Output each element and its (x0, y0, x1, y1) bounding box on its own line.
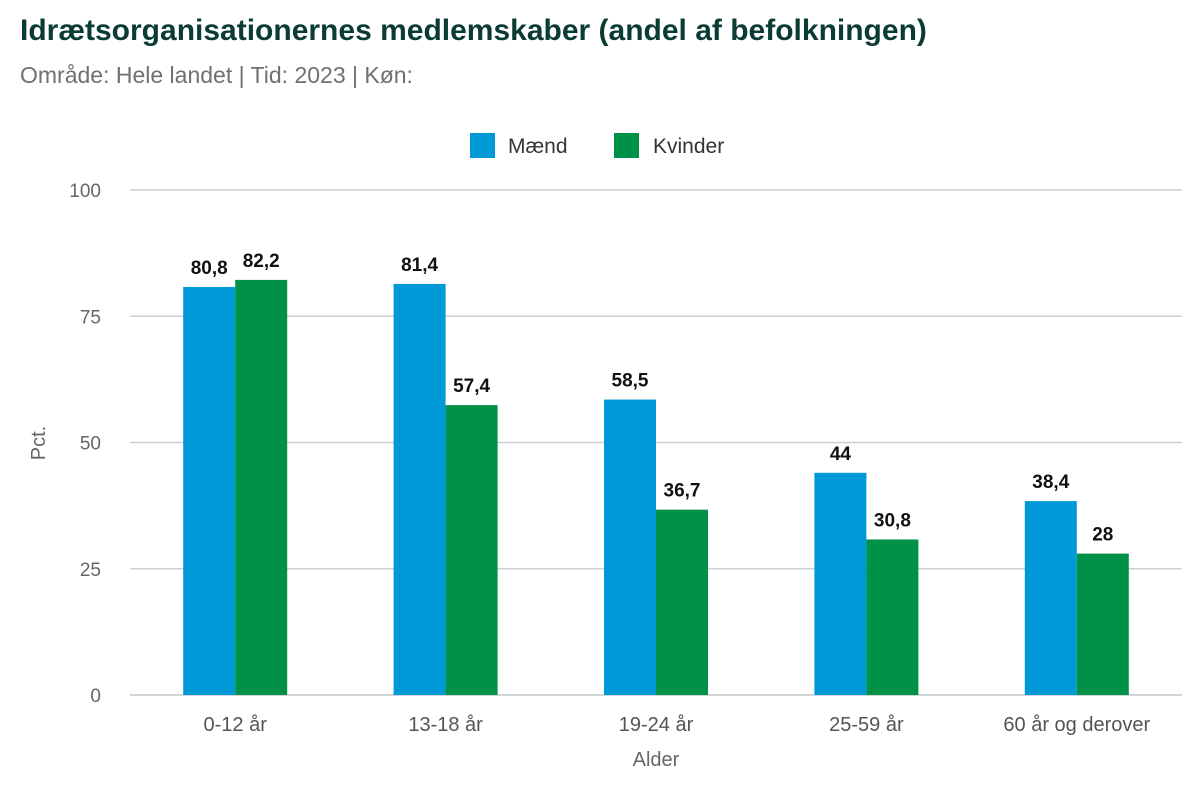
x-tick-label: 0-12 år (204, 714, 268, 736)
bar-men (393, 283, 446, 695)
data-label: 36,7 (664, 481, 701, 502)
legend-swatch (614, 133, 639, 158)
data-label: 80,8 (191, 258, 228, 279)
legend-item-men[interactable]: Mænd (470, 133, 568, 158)
bar-women (445, 405, 498, 695)
data-label: 81,4 (401, 255, 438, 276)
data-label: 28 (1092, 525, 1113, 546)
bar-women (866, 539, 919, 695)
data-label: 30,8 (874, 510, 911, 531)
legend-swatch (470, 133, 495, 158)
legend: Mænd Kvinder (470, 133, 724, 158)
gridlines: 0 25 50 75 100 (69, 181, 1182, 707)
bar-men (814, 472, 867, 695)
bar-women (235, 279, 288, 695)
bar-men (183, 286, 236, 695)
data-label: 38,4 (1032, 472, 1069, 493)
data-label: 44 (830, 444, 852, 465)
axes: Pct. Alder (28, 426, 680, 771)
chart-subtitle: Område: Hele landet | Tid: 2023 | Køn: (20, 62, 413, 88)
x-tick-label: 25-59 år (829, 714, 904, 736)
bar-women (656, 509, 708, 695)
x-axis-title: Alder (633, 749, 680, 771)
bars (183, 279, 1129, 695)
legend-label: Kvinder (653, 135, 724, 158)
data-label: 58,5 (612, 371, 649, 392)
legend-label: Mænd (508, 135, 568, 158)
y-tick-label: 75 (80, 307, 101, 328)
data-labels: 80,8 82,2 0-12 år 81,4 57,4 13-18 år 58,5 36,7 1… (191, 251, 1151, 736)
y-tick-label: 0 (90, 686, 101, 707)
legend-item-women[interactable]: Kvinder (614, 133, 724, 158)
bar-men (604, 399, 656, 695)
y-tick-label: 50 (80, 434, 101, 455)
bar-women (1076, 553, 1129, 695)
x-tick-label: 13-18 år (408, 714, 483, 736)
chart-title: Idrætsorganisationernes medlemskaber (an… (20, 14, 927, 47)
y-tick-label: 25 (80, 560, 101, 581)
y-tick-label: 100 (69, 181, 101, 202)
bar-men (1024, 501, 1077, 695)
y-axis-title: Pct. (28, 426, 50, 460)
data-label: 82,2 (243, 251, 280, 272)
x-tick-label: 60 år og derover (1003, 714, 1150, 736)
data-label: 57,4 (453, 376, 490, 397)
x-tick-label: 19-24 år (619, 714, 694, 736)
